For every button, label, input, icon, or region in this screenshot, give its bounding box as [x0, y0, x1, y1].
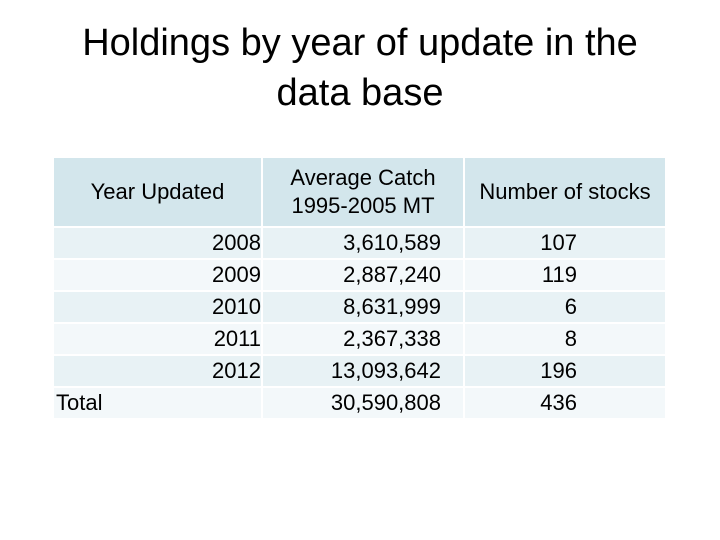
table-row: 2010 8,631,999 6	[54, 292, 665, 322]
holdings-table: Year Updated Average Catch 1995-2005 MT Nu…	[52, 156, 667, 420]
table-cell: 2010	[54, 292, 261, 322]
slide-title: Holdings by year of update in the data b…	[82, 22, 638, 114]
table-cell: 13,093,642	[263, 356, 463, 386]
table-row: 2012 13,093,642 196	[54, 356, 665, 386]
table-cell: 436	[465, 388, 665, 418]
table-cell: 2,887,240	[263, 260, 463, 290]
table-header: Year Updated Average Catch 1995-2005 MT Nu…	[54, 158, 665, 226]
table-cell: Total	[54, 388, 261, 418]
table-row: 2009 2,887,240 119	[54, 260, 665, 290]
table-cell: 2009	[54, 260, 261, 290]
table-cell: 107	[465, 228, 665, 258]
table-cell: 3,610,589	[263, 228, 463, 258]
column-header: Number of stocks	[465, 158, 665, 226]
table-cell: 6	[465, 292, 665, 322]
column-header: Average Catch 1995-2005 MT	[263, 158, 463, 226]
table-cell: 2012	[54, 356, 261, 386]
table-body: 2008 3,610,589 107 2009 2,887,240 119 2010 8,63…	[54, 228, 665, 418]
table-row: 2011 2,367,338 8	[54, 324, 665, 354]
table-cell: 119	[465, 260, 665, 290]
table-cell: 196	[465, 356, 665, 386]
table-cell: 2,367,338	[263, 324, 463, 354]
column-header: Year Updated	[54, 158, 261, 226]
table-cell: 2008	[54, 228, 261, 258]
table-cell: 2011	[54, 324, 261, 354]
table-cell: 30,590,808	[263, 388, 463, 418]
table-row: Total 30,590,808 436	[54, 388, 665, 418]
header-row: Year Updated Average Catch 1995-2005 MT Nu…	[54, 158, 665, 226]
table-cell: 8	[465, 324, 665, 354]
table-cell: 8,631,999	[263, 292, 463, 322]
table-row: 2008 3,610,589 107	[54, 228, 665, 258]
